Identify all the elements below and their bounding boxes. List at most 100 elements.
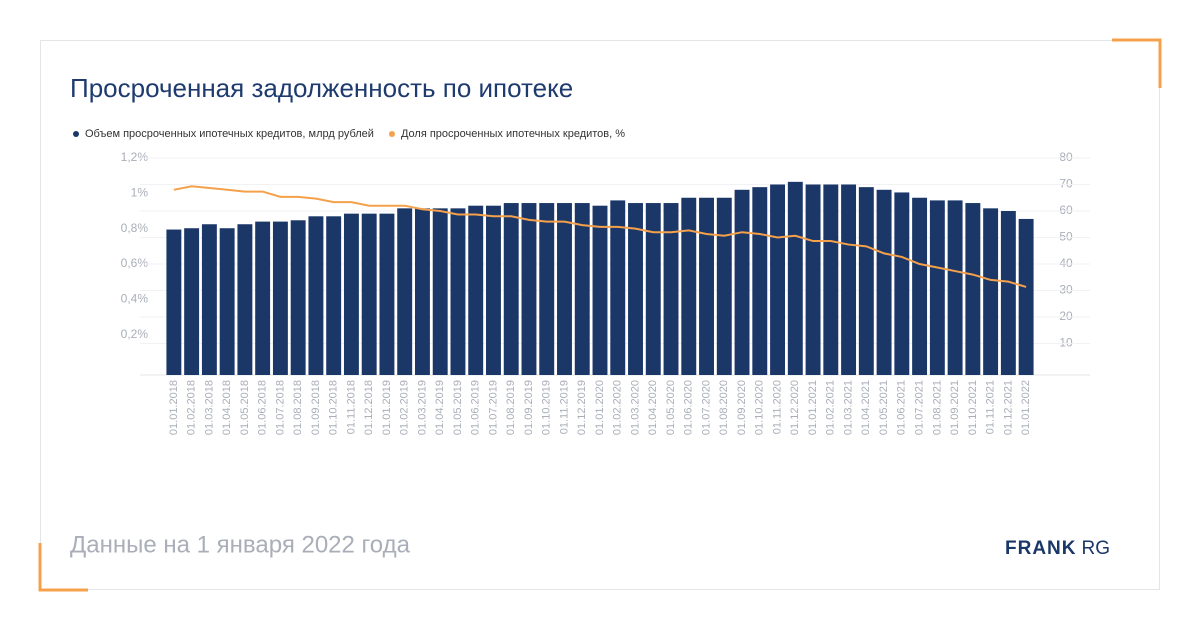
x-tick-label: 01.08.2019 — [505, 380, 517, 435]
bar — [876, 189, 892, 375]
bar — [645, 203, 661, 375]
legend-marker — [73, 131, 79, 137]
x-tick-label: 01.02.2019 — [399, 380, 411, 435]
x-tick-label: 01.01.2019 — [381, 380, 393, 435]
legend-marker — [388, 131, 395, 137]
bar — [521, 203, 537, 375]
x-tick-label: 01.07.2020 — [700, 380, 712, 435]
bar — [983, 208, 999, 375]
x-tick-label: 01.10.2020 — [754, 380, 766, 435]
bar — [805, 184, 821, 375]
corner — [1112, 38, 1162, 88]
corner — [38, 543, 88, 592]
line — [173, 185, 1027, 288]
brand-bold: FRANK — [1005, 538, 1077, 559]
x-tick-label: 01.06.2020 — [683, 380, 695, 435]
x-tick-label: 01.05.2018 — [239, 380, 251, 435]
bar — [468, 205, 484, 375]
y2-tick-label: 40 — [1059, 256, 1073, 270]
x-tick-label: 01.03.2018 — [203, 380, 215, 435]
y2-tick-label: 80 — [1059, 150, 1073, 164]
brand-light: RG — [1082, 538, 1111, 559]
x-tick-label: 01.04.2018 — [221, 380, 233, 435]
bar — [237, 224, 253, 375]
x-tick-label: 01.08.2021 — [931, 380, 943, 435]
bar — [450, 208, 466, 375]
bar — [486, 205, 501, 375]
bar — [255, 221, 271, 375]
bar — [290, 220, 306, 375]
x-tick-label: 01.03.2019 — [416, 380, 428, 435]
bar — [326, 216, 342, 375]
bar — [716, 197, 732, 375]
x-tick-label: 01.01.2018 — [168, 380, 180, 435]
legend-label: Доля просроченных ипотечных кредитов, % — [401, 128, 625, 140]
x-tick-label: 01.06.2018 — [257, 380, 269, 435]
bar — [681, 197, 697, 375]
x-tick-label: 01.10.2018 — [328, 380, 340, 435]
x-tick-label: 01.02.2021 — [825, 380, 837, 435]
x-tick-label: 01.04.2019 — [434, 380, 446, 435]
bar — [610, 200, 626, 375]
bar — [734, 189, 750, 375]
x-tick-label: 01.01.2022 — [1020, 380, 1032, 435]
bar — [858, 187, 874, 375]
chart-title: Просроченная задолженность по ипотеке — [70, 73, 573, 103]
bar — [787, 181, 803, 375]
bar — [841, 184, 857, 375]
y-tick-label: 0,4% — [121, 292, 149, 306]
bar — [699, 197, 714, 375]
brand: FRANK RG — [1005, 538, 1110, 559]
bar — [414, 208, 430, 375]
y-tick-label: 0,6% — [121, 256, 149, 270]
bar — [770, 184, 786, 375]
bar — [539, 203, 555, 375]
x-tick-label: 01.05.2019 — [452, 380, 464, 435]
bar — [574, 203, 590, 375]
legend-label: Объем просроченных ипотечных кредитов, м… — [85, 128, 374, 140]
x-tick-label: 01.12.2021 — [1002, 380, 1014, 435]
y2-tick-label: 70 — [1059, 177, 1073, 191]
x-tick-label: 01.04.2021 — [860, 380, 872, 435]
x-tick-label: 01.03.2020 — [629, 380, 641, 435]
bar — [557, 203, 572, 375]
x-tick-label: 01.05.2021 — [878, 380, 890, 435]
x-tick-label: 01.09.2019 — [523, 380, 535, 435]
x-tick-label: 01.07.2018 — [274, 380, 286, 435]
y-tick-label: 0,2% — [121, 327, 149, 341]
bar — [272, 221, 288, 375]
x-tick-label: 01.08.2018 — [292, 380, 304, 435]
bar — [894, 192, 910, 375]
x-tick-label: 01.03.2021 — [842, 380, 854, 435]
y2-tick-label: 30 — [1059, 283, 1073, 297]
bar — [823, 184, 839, 375]
x-tick-label: 01.11.2018 — [345, 380, 357, 434]
bar — [343, 213, 359, 375]
y-tick-label: 1,2% — [121, 150, 149, 164]
bar — [592, 205, 608, 375]
x-tick-label: 01.06.2019 — [470, 380, 482, 435]
bar — [201, 224, 217, 375]
x-tick-label: 01.12.2019 — [576, 380, 588, 435]
y2-tick-label: 60 — [1059, 203, 1073, 217]
x-tick-label: 01.11.2020 — [771, 380, 783, 434]
bar — [912, 197, 928, 375]
bar — [1000, 211, 1016, 375]
y2-tick-label: 10 — [1059, 336, 1073, 350]
bar — [308, 216, 324, 375]
bar — [752, 187, 768, 375]
bar — [432, 208, 448, 375]
bar — [219, 228, 235, 375]
x-tick-label: 01.01.2021 — [807, 380, 819, 435]
x-tick-label: 01.10.2019 — [541, 380, 553, 435]
y2-tick-label: 20 — [1059, 309, 1073, 323]
x-tick-label: 01.02.2020 — [612, 380, 624, 435]
y-tick-label: 0,8% — [121, 221, 149, 235]
x-tick-label: 01.06.2021 — [896, 380, 908, 435]
x-tick-label: 01.01.2020 — [594, 380, 606, 435]
x-tick-label: 01.05.2020 — [665, 380, 677, 435]
bar — [503, 203, 519, 375]
bar — [361, 213, 377, 375]
bar — [397, 208, 413, 375]
